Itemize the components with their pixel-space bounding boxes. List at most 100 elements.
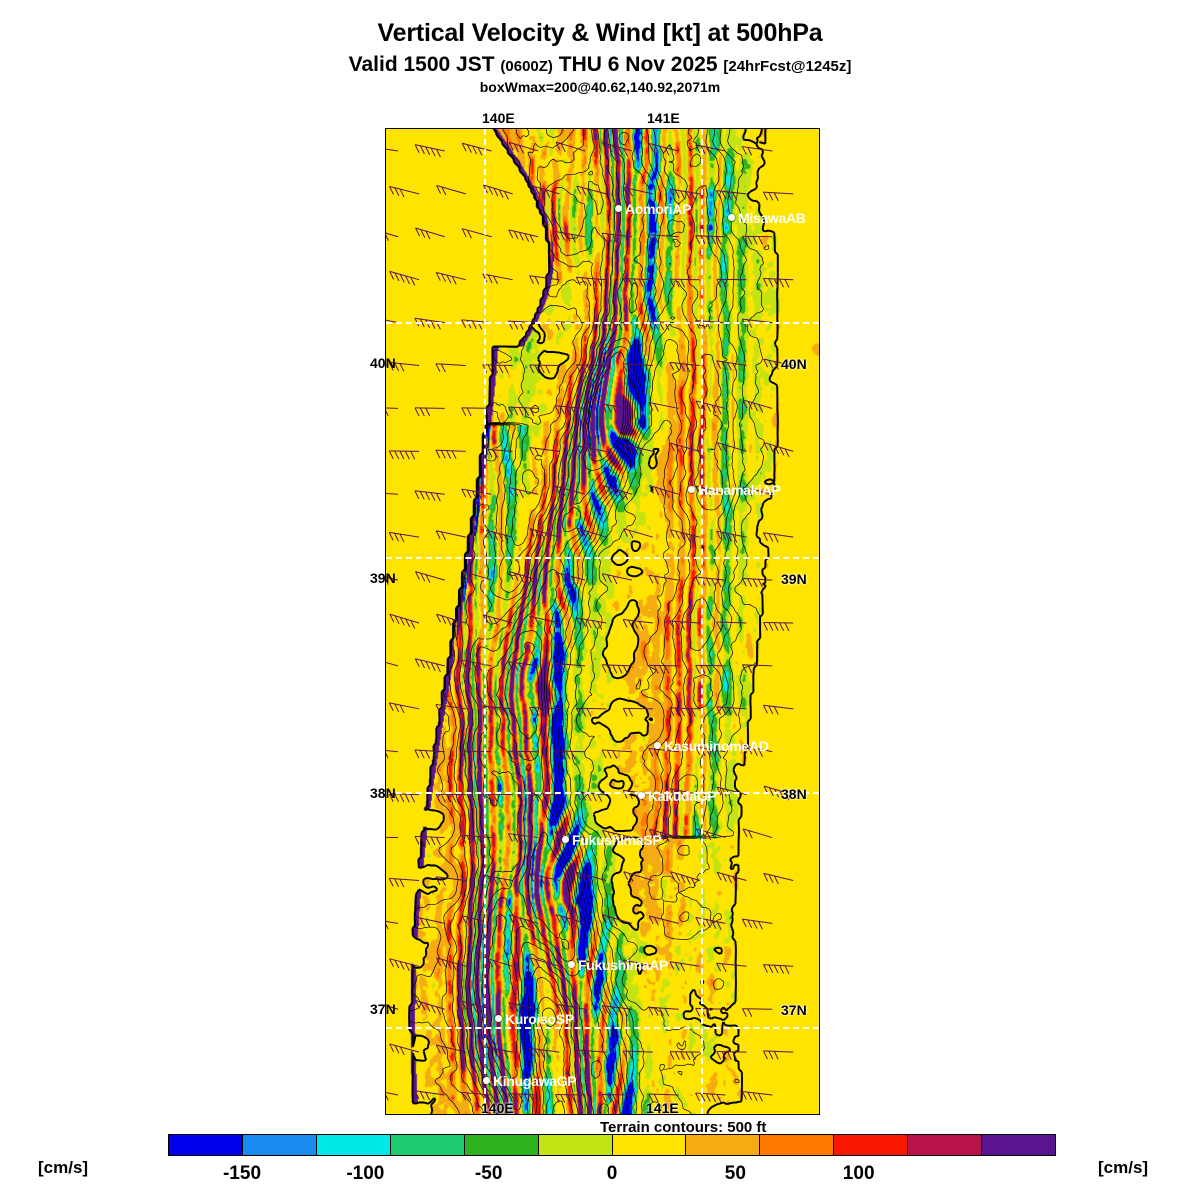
wind-barb-feather xyxy=(680,190,686,199)
wind-barb-feather xyxy=(773,964,779,974)
wind-barb-feather xyxy=(508,1093,513,1102)
wind-barb-feather xyxy=(493,531,499,541)
station-marker[interactable]: KasuminomeAD xyxy=(654,737,769,755)
wind-barb-feather xyxy=(674,1051,680,1060)
station-label: FukushimaSP xyxy=(572,831,662,848)
wind-barb-feather xyxy=(529,1048,534,1057)
wind-barb-feather xyxy=(763,622,768,631)
station-marker[interactable]: KakudaGP xyxy=(638,787,717,805)
wind-barb-feather xyxy=(716,530,722,540)
terrain-contour xyxy=(448,129,738,1114)
wind-barb-feather xyxy=(386,234,389,241)
wind-barb-feather xyxy=(394,362,399,372)
wind-barb-feather xyxy=(726,191,732,200)
wind-barb-feather xyxy=(601,232,607,242)
wind-barb-feather xyxy=(784,622,790,632)
wind-barb-feather xyxy=(419,318,425,328)
wind-barb-feather xyxy=(419,145,425,154)
station-marker[interactable]: FukushimaSP xyxy=(562,831,662,849)
wind-barb-feather xyxy=(622,278,628,287)
colorbar-segment-5 xyxy=(538,1135,613,1155)
wind-barb-shaft xyxy=(415,1000,445,1010)
wind-barb-feather xyxy=(592,962,598,971)
station-label: KuroisoSP xyxy=(505,1010,574,1027)
wind-barb-feather xyxy=(477,1005,483,1014)
wind-barb-feather xyxy=(716,1094,722,1103)
wind-barb-shaft xyxy=(716,190,747,195)
wind-barb-feather xyxy=(747,919,753,929)
wind-barb-feather xyxy=(425,661,431,670)
wind-barb-feather xyxy=(545,189,551,199)
lon-tick-label-top: 140E xyxy=(482,110,515,126)
station-label: KasuminomeAD xyxy=(664,737,769,754)
wind-barb-feather xyxy=(648,234,654,243)
wind-barb-feather xyxy=(405,275,410,285)
wind-barb-feather xyxy=(638,621,644,630)
wind-barb-feather xyxy=(414,317,420,327)
wind-barb-feather xyxy=(607,143,613,153)
wind-barb-feather xyxy=(451,276,457,285)
wind-barb-feather xyxy=(524,1094,529,1103)
colorbar-strip[interactable] xyxy=(168,1134,1056,1156)
wind-barb-feather xyxy=(560,321,566,331)
wind-barb-shaft xyxy=(386,148,399,152)
wind-barb-feather xyxy=(388,878,394,887)
wind-barb-feather xyxy=(513,1003,519,1012)
station-marker[interactable]: FukushimaAP xyxy=(568,956,668,974)
wind-barb-feather xyxy=(705,748,711,757)
wind-barb-shaft xyxy=(386,407,398,409)
wind-barb-feather xyxy=(649,485,654,494)
station-marker[interactable]: KinugawaGP xyxy=(483,1072,577,1090)
wind-barb-shaft xyxy=(508,320,539,324)
wind-barb-shaft xyxy=(716,621,747,624)
map-panel[interactable]: 140E 141E 40N 39N 38N 37N AomoriAP MisawaAB Han… xyxy=(385,128,820,1115)
wind-barb-shaft xyxy=(763,532,794,538)
wind-barb-feather xyxy=(653,403,659,412)
station-marker[interactable]: AomoriAP xyxy=(615,200,691,218)
wind-barb-shaft xyxy=(695,576,726,581)
wind-barb-feather xyxy=(705,146,711,156)
wind-barb-feather xyxy=(695,665,701,674)
station-marker[interactable]: KuroisoSP xyxy=(495,1010,574,1028)
wind-barb-feather xyxy=(545,707,551,717)
wind-barb-feather xyxy=(592,278,597,287)
wind-barb-feather xyxy=(425,919,431,928)
wind-barb-shaft xyxy=(648,1006,679,1010)
wind-barb-feather xyxy=(560,663,566,673)
station-marker[interactable]: HanamakiAP xyxy=(688,481,781,499)
wind-barb-shaft xyxy=(436,613,466,624)
wind-barb-feather xyxy=(597,793,603,803)
colorbar-unit-left: [cm/s] xyxy=(38,1158,89,1177)
wind-barb-shaft xyxy=(623,186,653,195)
wind-barb-feather xyxy=(389,1043,395,1053)
wind-barb-feather xyxy=(493,449,498,459)
wind-barb-feather xyxy=(414,1090,420,1099)
wind-barb-feather xyxy=(747,664,753,674)
wind-barb-feather xyxy=(695,320,700,329)
wind-barb-feather xyxy=(389,186,395,195)
wind-barb-feather xyxy=(388,450,394,460)
wind-barb-feather xyxy=(633,278,639,288)
wind-barb-shaft xyxy=(508,833,539,839)
wind-barb-feather xyxy=(659,145,665,155)
wind-barb-feather xyxy=(617,146,623,156)
wind-barb-feather xyxy=(617,490,623,499)
wind-barb-shaft xyxy=(555,321,586,324)
wind-barb-feather xyxy=(633,961,639,971)
station-marker[interactable]: MisawaAB xyxy=(728,209,806,227)
station-label: MisawaAB xyxy=(738,209,806,226)
wind-barb-shaft xyxy=(555,914,586,924)
wind-barb-feather xyxy=(638,447,644,457)
wind-barb-feather xyxy=(700,1008,706,1017)
wind-barb-feather xyxy=(554,1094,560,1103)
wind-barb-feather xyxy=(773,534,779,543)
wind-barb-feather xyxy=(722,443,727,453)
wind-barb-feather xyxy=(576,958,582,967)
wind-barb-feather xyxy=(622,363,628,373)
wind-barb-feather xyxy=(436,663,441,673)
wind-barb-feather xyxy=(451,618,457,628)
wind-barb-shaft xyxy=(415,571,445,581)
wind-barb-feather xyxy=(691,534,696,544)
wind-barb-feather xyxy=(487,530,493,539)
wind-barb-shaft xyxy=(389,702,420,710)
